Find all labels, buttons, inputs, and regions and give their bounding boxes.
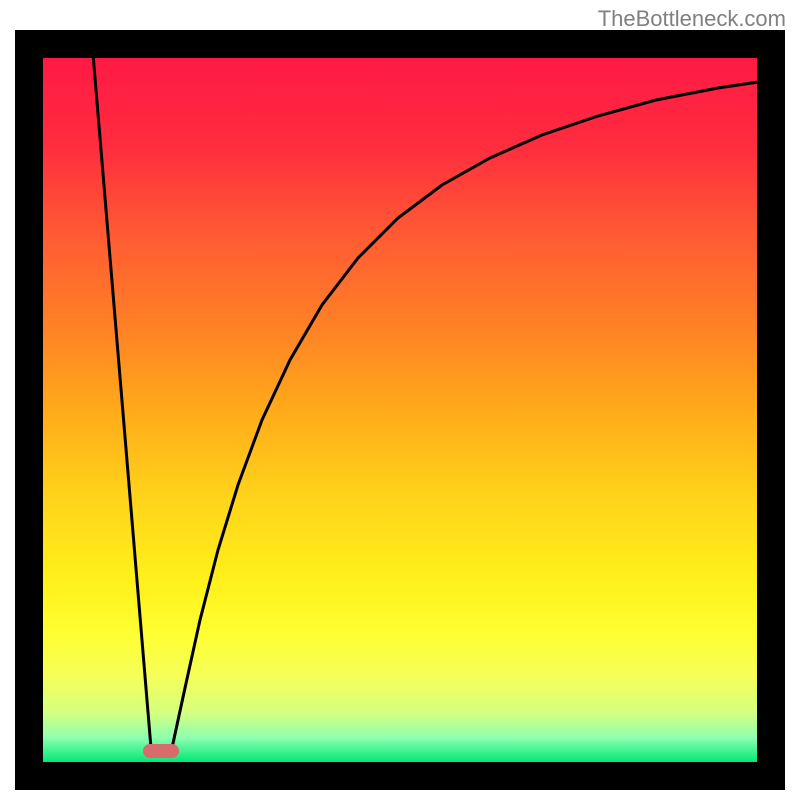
chart-container: TheBottleneck.com bbox=[0, 0, 800, 800]
plot-area bbox=[43, 30, 785, 762]
valley-marker bbox=[143, 744, 179, 758]
gradient-background bbox=[43, 58, 757, 762]
watermark-text: TheBottleneck.com bbox=[598, 6, 786, 32]
bottleneck-chart bbox=[0, 0, 800, 800]
